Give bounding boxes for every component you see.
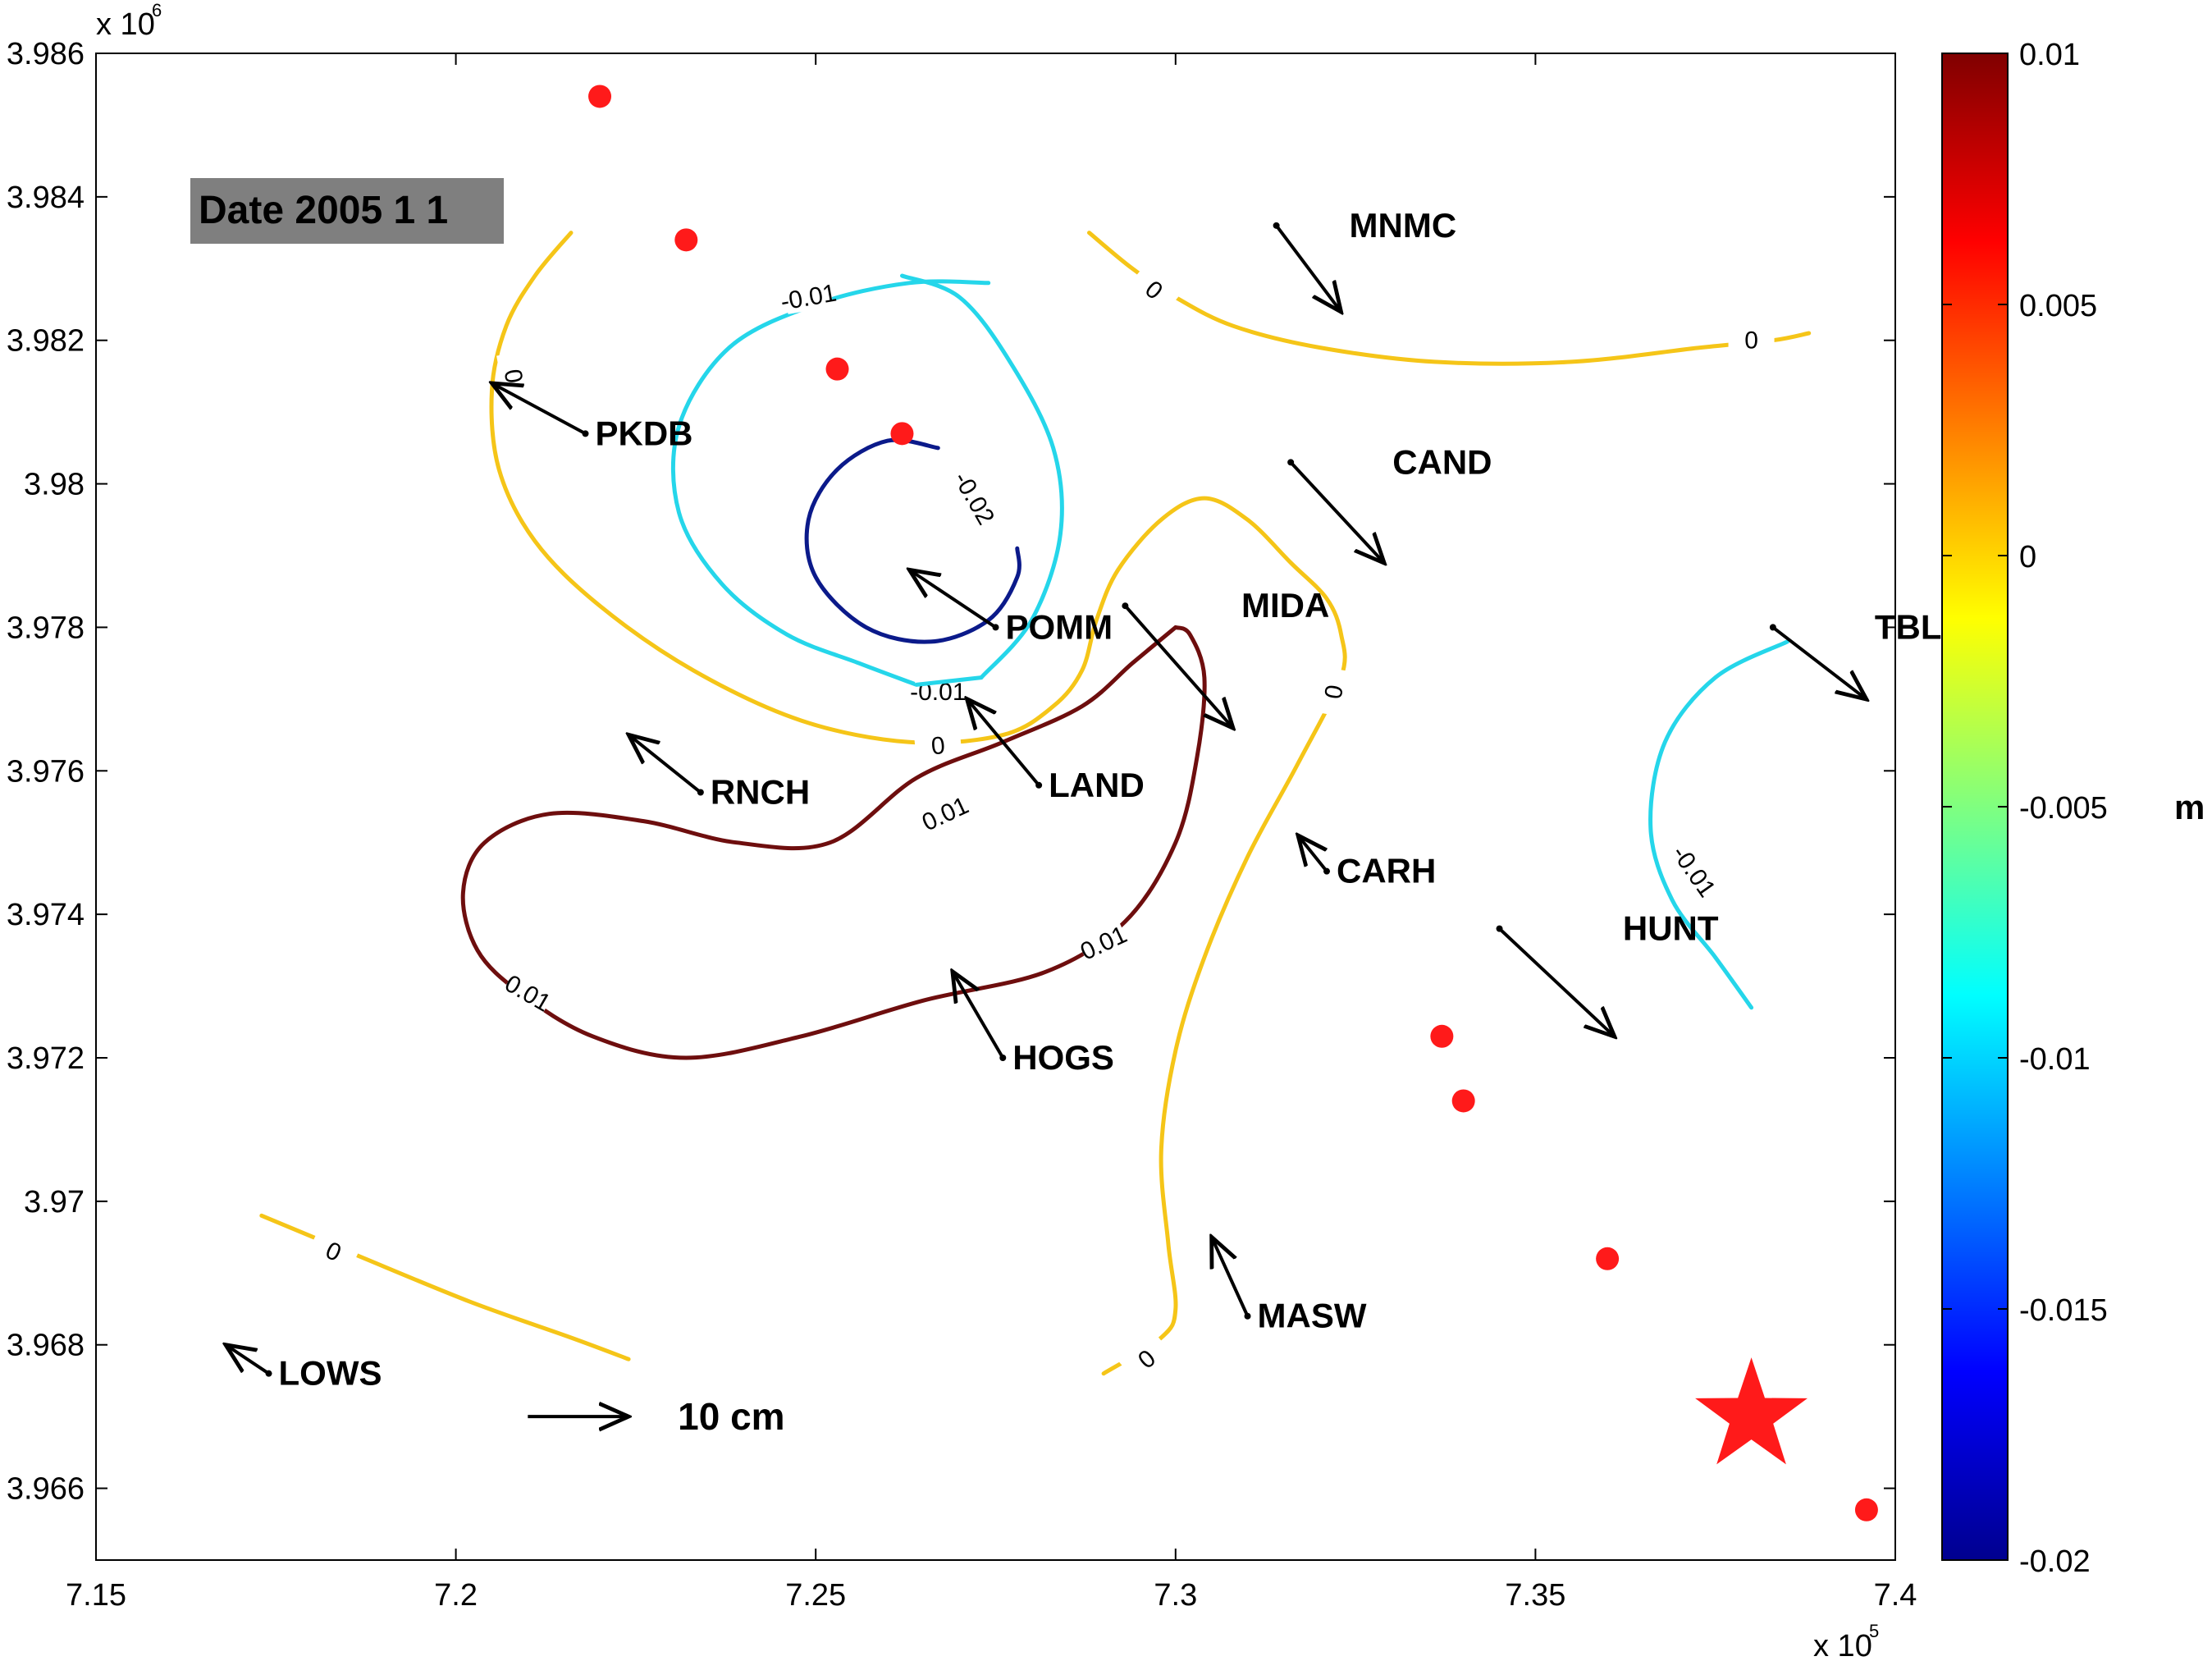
displacement-arrow xyxy=(953,972,1004,1059)
displacement-arrow xyxy=(1275,224,1341,312)
contour-label: 0 xyxy=(499,367,528,385)
colorbar: 0.01 0.005 0 -0.005 -0.01 -0.015 -0.02 m xyxy=(1941,38,2205,1579)
displacement-arrow xyxy=(1289,460,1384,563)
colorbar-tick-label: -0.015 xyxy=(2019,1293,2108,1328)
stations-layer: PKDBPOMMMIDALANDRNCHMNMCCANDTBLPCARHHUNT… xyxy=(226,206,1965,1438)
station-label: RNCH xyxy=(711,773,810,812)
event-dot xyxy=(1430,1024,1454,1048)
station-label: CAND xyxy=(1392,442,1492,481)
contour-label-background xyxy=(917,789,972,836)
contour-label-background xyxy=(951,469,1000,525)
y-tick-label: 3.98 xyxy=(24,468,85,502)
displacement-arrow xyxy=(628,734,702,794)
y-tick-label: 3.966 xyxy=(7,1472,85,1507)
event-dot xyxy=(1854,1498,1878,1521)
displacement-arrow xyxy=(1771,625,1867,699)
displacement-arrow xyxy=(1212,1237,1250,1317)
contour-line xyxy=(900,273,1064,680)
displacement-arrow xyxy=(967,699,1040,787)
contour-line xyxy=(1648,639,1789,1010)
y-axis-multiplier-exponent: 6 xyxy=(152,0,162,21)
y-tick-label: 3.982 xyxy=(7,324,85,359)
contour-label-background xyxy=(1670,843,1721,898)
contour-label-background xyxy=(1728,323,1775,354)
colorbar-tick-label: 0.01 xyxy=(2019,38,2080,72)
contour-label-background xyxy=(913,727,962,762)
contour-line xyxy=(489,231,1347,1376)
y-tick-label: 3.97 xyxy=(24,1185,85,1219)
event-dot xyxy=(825,357,849,381)
colorbar-tick-label: -0.005 xyxy=(2019,791,2108,826)
colorbar-tick-label: 0.005 xyxy=(2019,289,2097,323)
contour-label-background xyxy=(1127,263,1182,315)
station-label: MASW xyxy=(1258,1297,1367,1335)
contour-label-background xyxy=(501,967,556,1017)
colorbar-tick-label: -0.01 xyxy=(2019,1042,2091,1077)
y-tick-label: 3.984 xyxy=(7,181,85,215)
x-tick-label: 7.25 xyxy=(785,1578,846,1613)
displacement-arrow xyxy=(491,383,587,436)
station-label: POMM xyxy=(1006,607,1113,646)
y-axis-multiplier: x 10 xyxy=(96,7,155,42)
epicenter-star-icon xyxy=(1695,1357,1808,1465)
colorbar-tick-label: -0.02 xyxy=(2019,1544,2091,1579)
station-label: HUNT xyxy=(1623,909,1719,948)
date-badge: Date 2005 1 1 xyxy=(190,178,504,244)
colorbar-tick-label: 0 xyxy=(2019,540,2036,574)
contour-line xyxy=(914,675,984,687)
y-tick-label: 3.972 xyxy=(7,1041,85,1076)
colorbar-gradient xyxy=(1941,53,2009,1561)
x-axis-multiplier-exponent: 5 xyxy=(1869,1621,1879,1641)
y-tick-label: 3.968 xyxy=(7,1329,85,1363)
colorbar-unit: m xyxy=(2174,788,2205,826)
station-label: PKDB xyxy=(595,414,692,452)
station-label: LOWS xyxy=(279,1354,382,1393)
contour-label-background xyxy=(783,277,834,314)
event-dot xyxy=(674,228,698,252)
event-dot xyxy=(1451,1089,1475,1113)
y-tick-label: 3.978 xyxy=(7,611,85,645)
x-axis-multiplier: x 10 xyxy=(1813,1629,1872,1661)
event-dot xyxy=(1596,1247,1620,1270)
displacement-arrow xyxy=(1123,604,1233,728)
station-label: MNMC xyxy=(1350,206,1457,245)
x-tick-label: 7.4 xyxy=(1874,1578,1917,1613)
y-tick-label: 3.976 xyxy=(7,754,85,789)
contour-label: 0 xyxy=(930,732,947,760)
y-tick-label: 3.974 xyxy=(7,898,85,932)
plot-area xyxy=(95,53,1896,1561)
x-tick-label: 7.2 xyxy=(434,1578,478,1613)
station-label: LAND xyxy=(1049,766,1145,804)
contour-label: 0 xyxy=(1320,683,1349,701)
contour-line xyxy=(804,437,1021,644)
events-layer xyxy=(588,85,1878,1521)
contour-label-background xyxy=(1118,1331,1173,1384)
contour-label-background xyxy=(1076,918,1131,965)
x-tick-label: 7.15 xyxy=(66,1578,126,1613)
contour-label: 0 xyxy=(1744,327,1758,355)
displacement-arrow xyxy=(1498,927,1615,1037)
displacement-arrow xyxy=(1298,835,1328,872)
x-tick-label: 7.35 xyxy=(1505,1578,1565,1613)
displacement-arrow xyxy=(226,1345,270,1375)
contour-label-background xyxy=(307,1227,362,1274)
x-tick-label: 7.3 xyxy=(1154,1578,1197,1613)
contour-label-background xyxy=(1314,666,1351,717)
scale-arrow-label: 10 cm xyxy=(678,1395,784,1438)
event-dot xyxy=(588,85,612,108)
contour-line xyxy=(670,279,991,687)
displacement-arrow xyxy=(909,570,997,629)
station-label: CARH xyxy=(1337,852,1436,890)
station-label: HOGS xyxy=(1012,1038,1114,1077)
y-tick-label: 3.986 xyxy=(7,37,85,71)
station-label: MIDA xyxy=(1241,586,1329,625)
axes-layer: 7.15 7.2 7.25 7.3 7.35 7.4 3.966 3.968 3.97 3.972… xyxy=(7,0,1917,1661)
colorbar-ticks: 0.01 0.005 0 -0.005 -0.01 -0.015 -0.02 xyxy=(1942,38,2108,1579)
event-dot xyxy=(890,422,914,446)
date-badge-text: Date 2005 1 1 xyxy=(199,189,448,232)
